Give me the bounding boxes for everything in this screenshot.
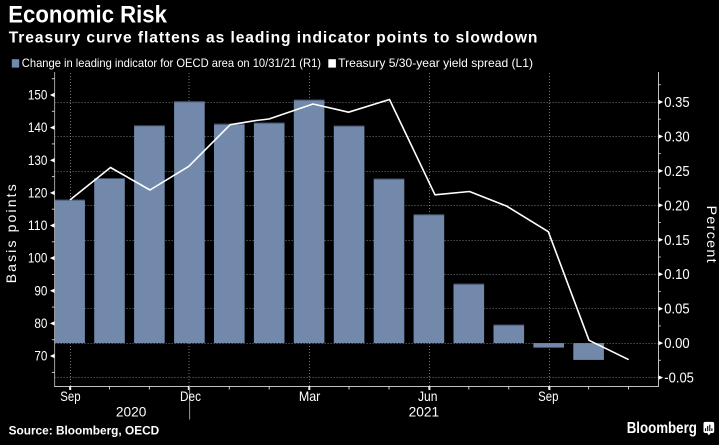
svg-text:Source: Bloomberg, OECD: Source: Bloomberg, OECD (9, 423, 160, 437)
svg-text:150: 150 (28, 87, 48, 103)
svg-text:100: 100 (28, 250, 48, 266)
svg-text:110: 110 (28, 217, 48, 233)
svg-text:Percent: Percent (703, 206, 719, 263)
svg-text:2021: 2021 (409, 405, 439, 420)
svg-text:Change in leading indicator fo: Change in leading indicator for OECD are… (22, 56, 321, 70)
svg-text:-0.05: -0.05 (664, 371, 694, 387)
svg-text:Treasury 5/30-year yield sprea: Treasury 5/30-year yield spread (L1) (338, 56, 533, 70)
svg-text:Sep: Sep (60, 388, 80, 404)
svg-text:0.25: 0.25 (664, 164, 689, 180)
svg-text:Jun: Jun (418, 388, 438, 404)
svg-text:2020: 2020 (116, 405, 147, 420)
svg-text:90: 90 (34, 282, 47, 298)
svg-text:140: 140 (28, 119, 48, 135)
svg-text:80: 80 (34, 315, 47, 331)
svg-text:70: 70 (34, 348, 47, 364)
svg-text:0.05: 0.05 (664, 302, 689, 318)
svg-text:0.00: 0.00 (664, 336, 689, 352)
svg-text:130: 130 (28, 152, 48, 168)
svg-text:0.15: 0.15 (664, 233, 689, 249)
svg-text:Dec: Dec (180, 388, 201, 404)
svg-text:0.30: 0.30 (664, 129, 689, 145)
svg-text:Sep: Sep (538, 388, 558, 404)
svg-text:0.35: 0.35 (664, 95, 689, 111)
svg-text:Economic Risk: Economic Risk (8, 2, 167, 28)
svg-text:Mar: Mar (299, 388, 321, 404)
svg-text:0.10: 0.10 (664, 267, 689, 283)
svg-text:Treasury curve flattens as lea: Treasury curve flattens as leading indic… (9, 30, 538, 47)
svg-text:120: 120 (28, 185, 48, 201)
svg-text:0.20: 0.20 (664, 198, 689, 214)
svg-text:Bloomberg: Bloomberg (627, 420, 697, 437)
